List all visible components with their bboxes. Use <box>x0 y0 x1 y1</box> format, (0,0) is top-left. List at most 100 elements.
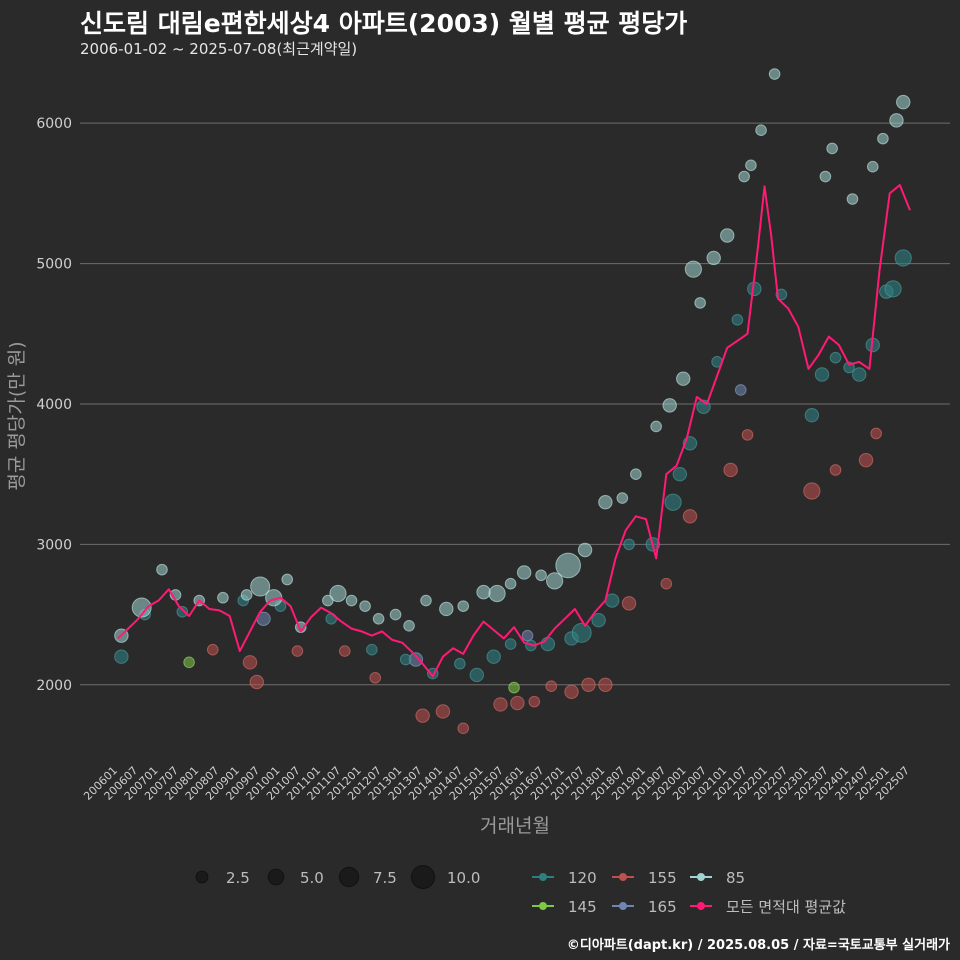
scatter-point <box>894 249 912 267</box>
scatter-point <box>814 367 830 382</box>
y-tick-label: 6000 <box>36 116 72 132</box>
scatter-point <box>504 577 517 590</box>
scatter-point <box>176 605 189 618</box>
scatter-point <box>528 695 541 708</box>
scatter-point <box>240 589 253 601</box>
scatter-point <box>217 591 229 604</box>
scatter-point <box>829 351 842 364</box>
legend-label: 120 <box>568 869 597 887</box>
scatter-point <box>829 464 842 476</box>
chart-subtitle: 2006-01-02 ~ 2025-07-08(최근계약일) <box>80 40 358 58</box>
legend-label: 85 <box>726 869 745 887</box>
legend-swatch-dot <box>619 902 627 910</box>
legend-swatch-dot <box>697 873 705 881</box>
legend-label: 155 <box>648 869 677 887</box>
scatter-point <box>493 697 508 712</box>
y-tick-label: 4000 <box>36 397 72 413</box>
scatter-point <box>156 563 168 576</box>
scatter-point <box>852 367 867 382</box>
x-axis-label: 거래년월 <box>480 815 550 837</box>
scatter-point <box>858 452 874 468</box>
scatter-point <box>866 160 879 173</box>
scatter-point <box>896 94 911 110</box>
scatter-point <box>545 680 558 692</box>
scatter-point <box>877 132 889 145</box>
scatter-point <box>521 629 534 642</box>
gridlines <box>80 122 950 686</box>
scatter-point <box>476 584 491 600</box>
y-ticks: 2000 3000 4000 5000 6000 <box>36 116 72 694</box>
size-legend-label: 7.5 <box>373 869 397 887</box>
scatter-point <box>345 594 358 607</box>
scatter-point <box>372 612 385 625</box>
scatter-point <box>676 371 691 386</box>
scatter-point <box>870 427 882 440</box>
scatter-point <box>439 601 454 617</box>
scatter-point <box>571 622 592 643</box>
scatter-point <box>486 649 501 664</box>
scatter-point <box>591 612 606 628</box>
scatter-point <box>435 704 451 719</box>
legend-swatch-dot <box>697 902 705 910</box>
scatter-point <box>415 708 430 723</box>
scatter-point <box>469 667 484 683</box>
legend-swatch-dot <box>539 902 547 910</box>
scatter-point <box>454 657 466 670</box>
scatter-point <box>510 695 525 711</box>
chart-title: 신도림 대림e편한세상4 아파트(2003) 월별 평균 평당가 <box>80 9 688 38</box>
scatter-point <box>672 466 688 482</box>
legend-swatch-dot <box>539 873 547 881</box>
y-axis-label: 평균 평당가(만 원) <box>6 341 28 490</box>
scatter-point <box>598 677 613 692</box>
scatter-point <box>706 250 721 266</box>
scatter-point <box>131 597 152 618</box>
scatter-point <box>621 596 637 611</box>
size-legend-label: 5.0 <box>300 869 324 887</box>
scatter-point <box>420 594 432 607</box>
scatter-point <box>535 569 547 582</box>
scatter-point <box>720 228 735 243</box>
scatter-point <box>504 638 517 650</box>
scatter-point <box>329 584 347 603</box>
scatter-point <box>516 565 532 580</box>
scatter-point <box>803 482 821 500</box>
scatter-point <box>249 674 264 690</box>
scatter-point <box>804 408 820 423</box>
scatter-point <box>488 584 506 603</box>
y-tick-label: 5000 <box>36 257 72 273</box>
legend-swatch-dot <box>619 873 627 881</box>
scatter-point <box>623 538 635 551</box>
scatter-point <box>662 398 677 413</box>
scatter-point <box>366 643 378 656</box>
scatter-point <box>819 170 832 183</box>
size-legend-dot <box>195 870 209 884</box>
scatter-point <box>768 68 781 80</box>
scatter-point <box>616 492 629 504</box>
scatter-point <box>682 509 698 524</box>
scatter-point <box>650 420 662 433</box>
scatter-point <box>555 552 581 579</box>
scatter-point <box>741 429 754 441</box>
legend-label: 165 <box>648 898 677 916</box>
scatter-point <box>889 113 904 128</box>
scatter-point <box>183 656 195 669</box>
size-legend-dot <box>411 865 435 889</box>
source-caption: ©디아파트(dapt.kr) / 2025.08.05 / 자료=국토교통부 실… <box>566 938 950 953</box>
scatter-point <box>281 573 294 586</box>
scatter-point <box>694 297 706 309</box>
scatter-points <box>114 68 912 735</box>
average-line <box>117 184 911 678</box>
scatter-point <box>114 649 129 664</box>
scatter-point <box>723 462 738 478</box>
scatter-point <box>660 577 673 590</box>
scatter-point <box>206 643 219 656</box>
scatter-point <box>630 468 642 480</box>
size-legend-label: 2.5 <box>226 869 250 887</box>
scatter-point <box>242 655 258 670</box>
scatter-point <box>731 313 744 326</box>
size-legend: 2.5 5.0 7.5 10.0 <box>195 865 480 889</box>
size-legend-dot <box>338 866 360 888</box>
scatter-point <box>399 653 412 666</box>
